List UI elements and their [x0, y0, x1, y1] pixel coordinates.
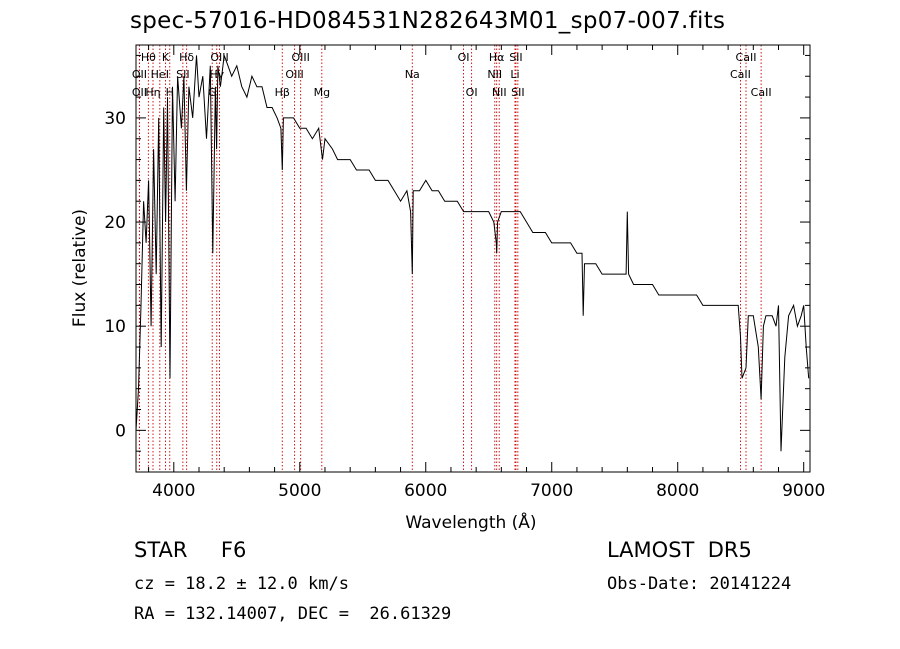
spectral-line-label: Hγ — [209, 68, 224, 81]
y-tick-label: 0 — [115, 421, 126, 441]
x-tick-label: 9000 — [782, 481, 825, 501]
spectral-line-label: OII — [132, 86, 147, 99]
spectral-line-label: Hδ — [179, 51, 194, 64]
spectral-line-labels: OIIOIIHθHηHeIKHSIIHδGHγOIIIHβOIIIOIIIMgN… — [132, 51, 772, 99]
spectral-line-label: NII — [487, 68, 502, 81]
spectral-line-label: Mg — [314, 86, 330, 99]
y-axis-label: Flux (relative) — [70, 209, 90, 327]
y-tick-label: 30 — [104, 109, 126, 129]
spectral-line-label: SII — [511, 86, 524, 99]
x-tick-label: 4000 — [152, 481, 195, 501]
spectral-line-label: Hθ — [141, 51, 156, 64]
spectral-line-label: OIII — [291, 51, 309, 64]
coordinates: RA = 132.14007, DEC = 26.61329 — [134, 604, 452, 624]
plot-frame — [135, 44, 811, 473]
spectral-line-label: NII — [492, 86, 507, 99]
redshift-velocity: cz = 18.2 ± 12.0 km/s — [134, 574, 349, 594]
x-tick-label: 8000 — [656, 481, 699, 501]
x-tick-label: 7000 — [530, 481, 573, 501]
spectral-line-label: Na — [405, 68, 420, 81]
survey-name: LAMOST DR5 — [607, 538, 752, 562]
observation-date: Obs-Date: 20141224 — [607, 574, 792, 594]
spectral-line-label: K — [162, 51, 170, 64]
spectral-line-label: G — [208, 86, 217, 99]
spectral-line-label: CaII — [751, 86, 772, 99]
spectral-line-label: OIII — [285, 68, 303, 81]
spectral-line-label: HeI — [151, 68, 169, 81]
spectral-line-label: CaII — [736, 51, 757, 64]
x-tick-label: 6000 — [404, 481, 447, 501]
spectral-line-label: Li — [510, 68, 519, 81]
object-class: STAR F6 — [134, 538, 247, 562]
spectral-line-label: Hβ — [275, 86, 290, 99]
spectral-line-label: Hα — [489, 51, 505, 64]
spectral-line-label: OI — [458, 51, 470, 64]
x-axis-label: Wavelength (Å) — [405, 511, 536, 533]
axis-ticks: 4000 5000 6000 7000 8000 9000 0 10 20 30 — [104, 45, 825, 501]
spectral-line-label: CaII — [730, 68, 751, 81]
spectral-line-label: OIII — [210, 51, 228, 64]
chart-title: spec-57016-HD084531N282643M01_sp07-007.f… — [130, 8, 726, 34]
spectral-line-label: OI — [466, 86, 478, 99]
spectrum-line — [135, 55, 810, 452]
spectral-line-label: Hη — [145, 86, 160, 99]
spectral-line-label: SII — [509, 51, 522, 64]
y-tick-label: 20 — [104, 213, 126, 233]
spectral-line-label: SII — [176, 68, 189, 81]
x-tick-label: 5000 — [278, 481, 321, 501]
spectral-line-markers — [138, 45, 762, 472]
spectral-line-label: H — [166, 86, 174, 99]
spectral-line-label: OII — [132, 68, 147, 81]
y-tick-label: 10 — [104, 317, 126, 337]
